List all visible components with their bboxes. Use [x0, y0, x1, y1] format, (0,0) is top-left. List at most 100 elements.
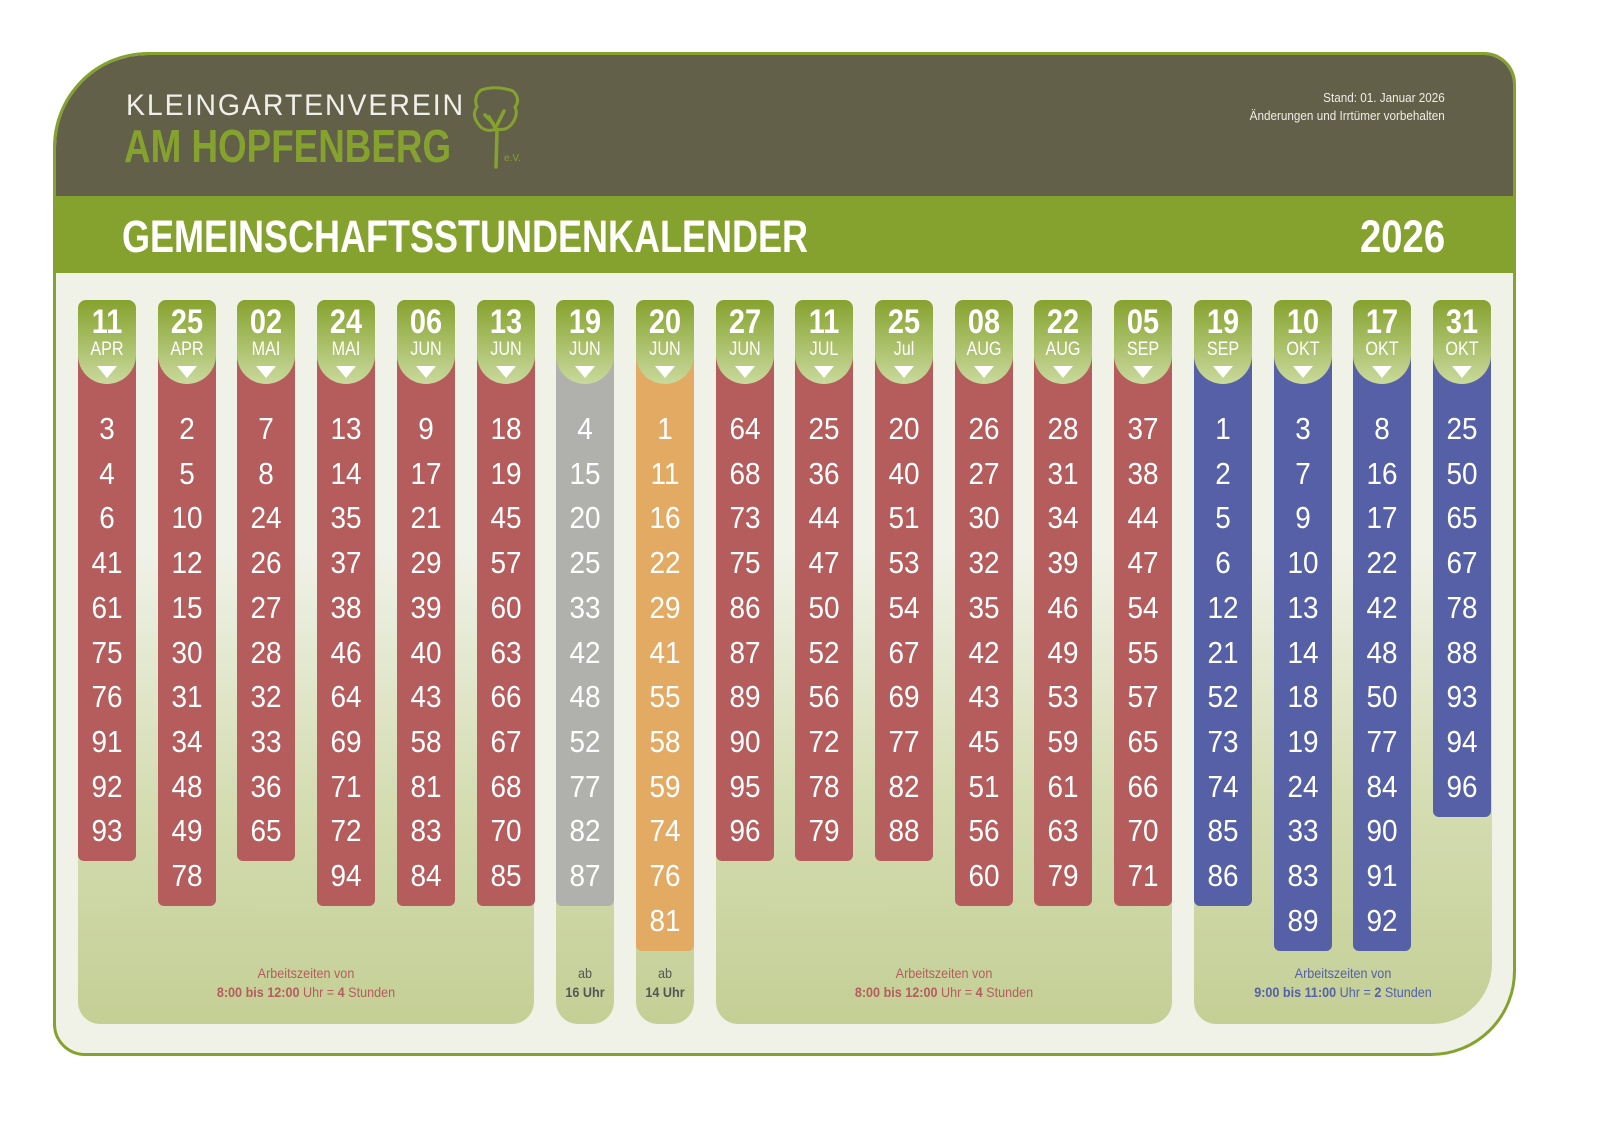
member-number: 22 — [649, 545, 681, 581]
member-number: 77 — [888, 723, 920, 759]
year: 2026 — [1359, 211, 1445, 262]
member-number: 82 — [569, 813, 601, 849]
member-number: 63 — [1047, 813, 1079, 849]
date-column — [1034, 340, 1093, 906]
member-number: 50 — [808, 589, 840, 625]
member-number: 46 — [330, 634, 362, 670]
disclaimer: Änderungen und Irrtümer vorbehalten — [1249, 108, 1445, 123]
member-number: 49 — [1047, 634, 1079, 670]
member-number: 75 — [91, 634, 123, 670]
member-number: 6 — [1215, 545, 1231, 581]
member-number: 88 — [888, 813, 920, 849]
member-number: 54 — [1127, 589, 1159, 625]
arrow-down-icon — [734, 366, 755, 378]
member-number: 70 — [489, 813, 522, 849]
member-number: 78 — [1446, 589, 1478, 625]
member-number: 37 — [1127, 411, 1159, 446]
member-number: 68 — [729, 455, 761, 491]
date-month: AUG — [1045, 339, 1081, 360]
note-text: Uhr = — [1336, 984, 1375, 1000]
member-number: 73 — [1207, 723, 1239, 759]
member-number: 32 — [968, 545, 1000, 581]
note-text: Uhr = — [299, 984, 338, 1000]
arrow-down-icon — [256, 366, 277, 378]
member-number: 84 — [410, 858, 442, 893]
member-number: 58 — [410, 723, 442, 759]
member-number: 35 — [330, 500, 362, 536]
member-number: 37 — [330, 545, 362, 581]
member-number: 28 — [1047, 411, 1079, 446]
note-line: ab — [657, 965, 673, 981]
note-line: Arbeitszeiten von — [895, 965, 993, 981]
note-hours: 4 — [337, 984, 345, 1000]
date-month: JUN — [649, 339, 681, 360]
member-number: 81 — [649, 902, 681, 938]
arrow-down-icon — [1372, 366, 1393, 378]
member-number: 32 — [250, 679, 282, 715]
member-number: 1 — [1215, 411, 1231, 446]
arrow-down-icon — [1451, 366, 1472, 378]
date-tag: 27 JUN — [715, 300, 774, 384]
member-number: 5 — [178, 455, 195, 491]
member-number: 20 — [569, 500, 601, 536]
member-number: 5 — [1215, 500, 1231, 536]
arrow-down-icon — [336, 366, 357, 378]
member-number: 48 — [171, 768, 203, 804]
date-tag: 13 JUN — [476, 300, 535, 384]
calendar-card: KLEINGARTENVEREIN AM HOPFENBERG e.V. Sta… — [53, 52, 1516, 1056]
member-number: 61 — [1047, 768, 1079, 804]
member-number: 17 — [410, 455, 442, 491]
member-number: 34 — [171, 723, 203, 759]
date-day: 11 — [809, 303, 840, 341]
member-number: 2 — [178, 411, 195, 446]
note-text: Uhr = — [937, 984, 976, 1000]
member-number: 49 — [171, 813, 203, 849]
arrow-down-icon — [575, 366, 596, 378]
member-number: 38 — [1127, 455, 1159, 491]
note-line: Arbeitszeiten von — [257, 965, 355, 981]
member-number: 15 — [569, 455, 601, 491]
member-number: 21 — [410, 500, 442, 536]
arrow-down-icon — [1133, 366, 1154, 378]
date-day: 22 — [1047, 303, 1080, 341]
member-number: 50 — [1366, 679, 1398, 715]
member-number: 42 — [569, 634, 601, 670]
tree-logo-icon — [472, 86, 520, 169]
date-month: OKT — [1445, 339, 1479, 360]
member-number: 91 — [1366, 858, 1398, 893]
date-tag: 20 JUN — [635, 300, 694, 384]
date-column — [1114, 340, 1173, 906]
date-month: Jul — [893, 339, 915, 360]
date-day: 17 — [1366, 303, 1399, 341]
date-column — [396, 340, 455, 906]
date-month: JUN — [489, 339, 522, 360]
member-number: 57 — [489, 545, 522, 581]
member-number: 69 — [888, 679, 920, 715]
member-number: 16 — [1366, 455, 1398, 491]
date-month: JUN — [569, 339, 601, 360]
member-number: 18 — [1286, 679, 1319, 715]
note-line: ab — [577, 965, 593, 981]
member-number: 34 — [1047, 500, 1079, 536]
member-number: 52 — [569, 723, 601, 759]
date-tag: 10 OKT — [1273, 300, 1332, 384]
logo-line2: AM HOPFENBERG — [124, 120, 452, 172]
member-number: 26 — [968, 411, 1000, 446]
member-number: 48 — [569, 679, 601, 715]
date-column — [78, 340, 136, 862]
date-column — [1353, 340, 1412, 951]
member-number: 25 — [569, 545, 601, 581]
date-column — [635, 340, 694, 951]
date-month: OKT — [1285, 339, 1320, 360]
member-number: 50 — [1446, 455, 1478, 491]
member-number: 51 — [968, 768, 1000, 804]
date-day: 24 — [330, 303, 363, 341]
member-number: 77 — [569, 768, 601, 804]
date-tag: 08 AUG — [954, 300, 1013, 384]
date-day: 31 — [1445, 303, 1478, 341]
member-number: 12 — [1207, 589, 1239, 625]
member-number: 64 — [729, 411, 761, 446]
member-number: 44 — [808, 500, 840, 536]
member-number: 36 — [250, 768, 282, 804]
member-number: 12 — [171, 545, 203, 581]
